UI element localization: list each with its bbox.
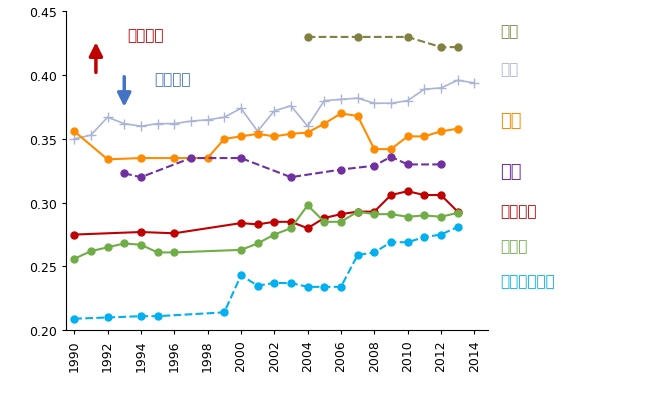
Text: 日本: 日本 bbox=[500, 162, 522, 180]
Text: フランス: フランス bbox=[500, 204, 537, 218]
Text: 英国: 英国 bbox=[500, 112, 522, 130]
Text: 中国: 中国 bbox=[500, 24, 519, 39]
Text: スウェーデン: スウェーデン bbox=[500, 274, 555, 289]
Text: ドイツ: ドイツ bbox=[500, 239, 528, 254]
Text: 格差縮小: 格差縮小 bbox=[154, 72, 190, 87]
Text: 格差拡大: 格差拡大 bbox=[128, 28, 164, 43]
Text: 米国: 米国 bbox=[500, 62, 519, 77]
